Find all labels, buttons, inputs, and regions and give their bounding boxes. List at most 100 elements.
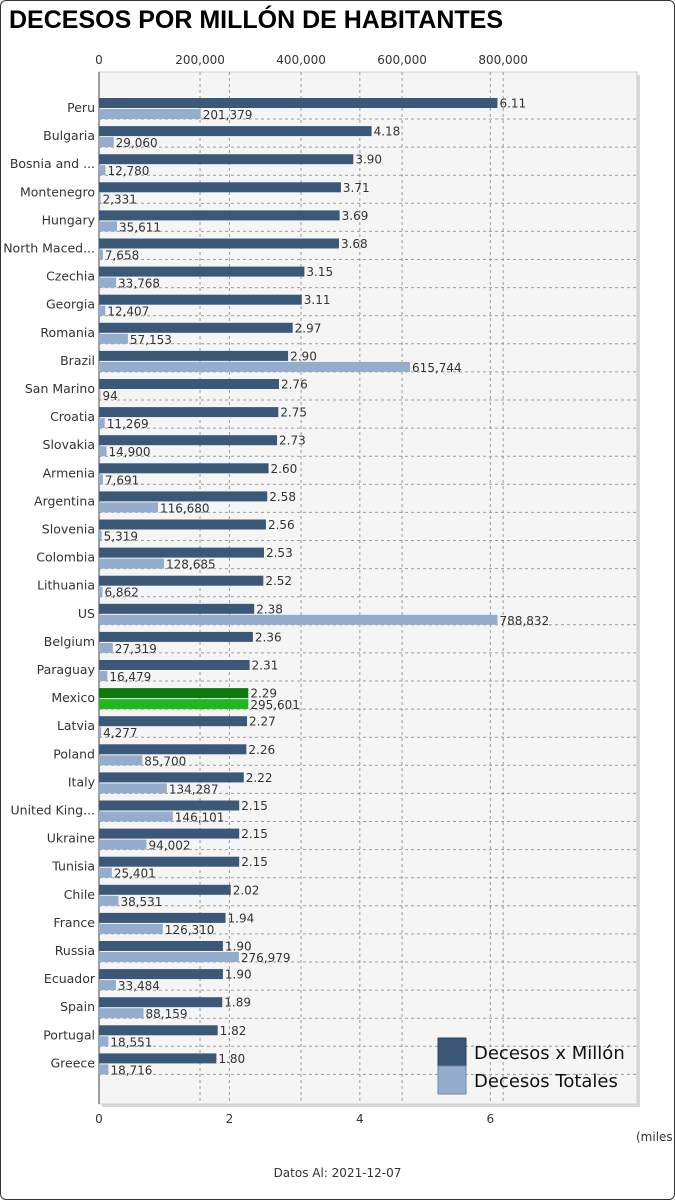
top-axis-tick-label: 200,000 — [175, 53, 225, 67]
data-label-decesos-x-millon: 1.89 — [224, 996, 251, 1010]
bar-decesos-totales — [99, 333, 128, 344]
data-label-decesos-totales: 27,319 — [115, 642, 157, 656]
top-axis-tick-label: 400,000 — [276, 53, 326, 67]
data-label-decesos-x-millon: 3.90 — [355, 153, 382, 167]
bar-decesos-totales — [99, 586, 103, 597]
data-label-decesos-x-millon: 2.56 — [268, 518, 295, 532]
data-label-decesos-x-millon: 2.75 — [280, 406, 307, 420]
data-label-decesos-totales: 14,900 — [109, 445, 151, 459]
data-label-decesos-totales: 615,744 — [412, 361, 462, 375]
category-label: Bulgaria — [43, 128, 95, 143]
bar-decesos-x-millon — [99, 154, 354, 165]
category-label: Slovakia — [43, 437, 95, 452]
category-label: Spain — [60, 999, 95, 1014]
bar-decesos-x-millon — [99, 294, 302, 305]
bar-decesos-x-millon — [99, 997, 223, 1008]
category-label: Romania — [40, 325, 95, 340]
bar-decesos-totales — [99, 558, 165, 569]
bar-decesos-totales — [99, 165, 106, 176]
category-label: Italy — [68, 774, 96, 789]
data-label-decesos-x-millon: 1.94 — [228, 911, 255, 925]
category-label: Slovenia — [42, 522, 95, 537]
bar-decesos-x-millon — [99, 350, 289, 361]
bar-decesos-totales — [99, 783, 167, 794]
data-label-decesos-totales: 6,862 — [104, 586, 138, 600]
legend-label-decesos-x-millon: Decesos x Millón — [474, 1043, 625, 1064]
bar-decesos-totales — [99, 390, 101, 400]
category-label: North Maced... — [3, 241, 95, 256]
bottom-axis-tick-label: 2 — [226, 1112, 234, 1126]
bar-decesos-totales — [99, 923, 163, 934]
data-label-decesos-totales: 7,691 — [105, 473, 139, 487]
data-label-decesos-totales: 38,531 — [120, 895, 162, 909]
bar-decesos-x-millon — [99, 519, 266, 530]
bar-decesos-totales — [99, 418, 105, 429]
bar-decesos-x-millon — [99, 491, 268, 502]
bar-decesos-totales — [99, 502, 158, 513]
category-label: Colombia — [36, 550, 95, 565]
bar-decesos-x-millon — [99, 884, 231, 895]
category-label: Hungary — [42, 212, 96, 227]
bar-decesos-totales — [99, 1008, 144, 1019]
data-label-decesos-totales: 201,379 — [203, 108, 253, 122]
bar-decesos-totales — [99, 980, 116, 991]
bar-decesos-totales — [99, 137, 114, 148]
data-label-decesos-totales: 126,310 — [165, 923, 215, 937]
data-label-decesos-x-millon: 2.58 — [269, 490, 296, 504]
data-label-decesos-x-millon: 3.68 — [341, 237, 368, 251]
data-label-decesos-totales: 57,153 — [130, 333, 172, 347]
data-label-decesos-x-millon: 1.90 — [225, 968, 252, 982]
bar-decesos-x-millon — [99, 182, 341, 193]
data-label-decesos-x-millon: 1.80 — [218, 1052, 245, 1066]
bar-decesos-totales — [99, 699, 249, 710]
data-label-decesos-totales: 16,479 — [109, 670, 151, 684]
bar-decesos-x-millon — [99, 856, 240, 867]
data-label-decesos-totales: 5,319 — [104, 530, 138, 544]
data-label-decesos-totales: 276,979 — [241, 951, 291, 965]
data-label-decesos-x-millon: 2.15 — [241, 827, 268, 841]
bar-decesos-totales — [99, 614, 498, 625]
category-label: Portugal — [43, 1027, 95, 1042]
bar-decesos-totales — [99, 446, 107, 457]
data-date-footer: Datos Al: 2021-12-07 — [273, 1166, 402, 1180]
bar-decesos-x-millon — [99, 660, 250, 670]
category-label: Belgium — [44, 634, 95, 649]
bar-decesos-x-millon — [99, 435, 278, 446]
data-label-decesos-x-millon: 1.82 — [220, 1024, 247, 1038]
legend-swatch-decesos-x-millon — [437, 1037, 467, 1067]
bar-decesos-x-millon — [99, 266, 305, 277]
bar-decesos-x-millon — [99, 800, 240, 811]
data-label-decesos-totales: 788,832 — [499, 614, 549, 628]
data-label-decesos-x-millon: 3.11 — [304, 293, 331, 307]
bar-decesos-totales — [99, 249, 103, 260]
data-label-decesos-totales: 29,060 — [116, 136, 158, 150]
data-label-decesos-totales: 7,658 — [105, 249, 139, 263]
bar-decesos-totales — [99, 474, 103, 485]
data-label-decesos-totales: 94 — [103, 389, 118, 403]
data-label-decesos-totales: 35,611 — [119, 220, 161, 234]
bar-decesos-x-millon — [99, 688, 249, 699]
units-note: (miles) — [636, 1130, 675, 1144]
bar-decesos-x-millon — [99, 772, 244, 783]
category-label: San Marino — [25, 381, 95, 396]
data-label-decesos-totales: 18,716 — [110, 1063, 152, 1077]
legend-swatch-decesos-totales — [437, 1065, 467, 1095]
category-label: Russia — [55, 943, 95, 958]
category-label: Mexico — [51, 690, 95, 705]
data-label-decesos-x-millon: 2.38 — [256, 602, 283, 616]
data-label-decesos-totales: 146,101 — [175, 811, 225, 825]
bar-decesos-x-millon — [99, 941, 223, 951]
category-label: France — [53, 915, 95, 930]
data-label-decesos-totales: 33,484 — [118, 979, 160, 993]
bar-decesos-totales — [99, 530, 102, 541]
data-label-decesos-totales: 4,277 — [103, 726, 137, 740]
bar-decesos-totales — [99, 305, 106, 316]
legend-label-decesos-totales: Decesos Totales — [474, 1071, 618, 1092]
bar-decesos-x-millon — [99, 969, 223, 980]
category-label: Peru — [67, 100, 95, 115]
data-label-decesos-x-millon: 3.71 — [343, 181, 370, 195]
data-label-decesos-totales: 134,287 — [169, 782, 219, 796]
category-label: Brazil — [60, 353, 95, 368]
data-label-decesos-x-millon: 3.69 — [342, 209, 369, 223]
data-label-decesos-totales: 295,601 — [250, 698, 300, 712]
